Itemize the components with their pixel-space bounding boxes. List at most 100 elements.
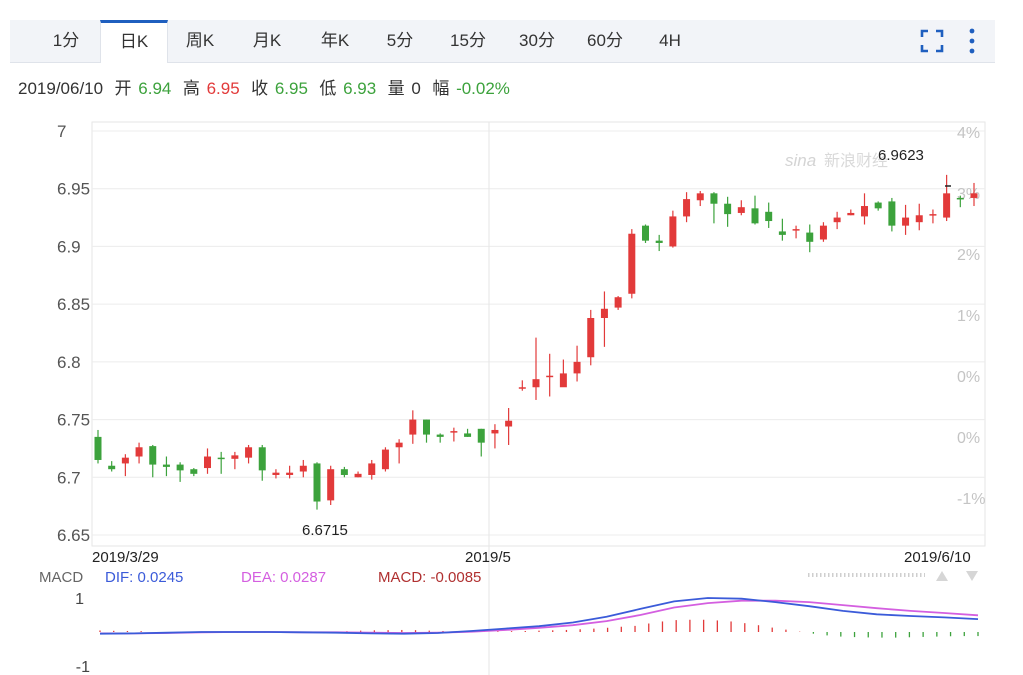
tab-daily-k[interactable]: 日K: [100, 20, 168, 63]
candle-body: [94, 436, 102, 460]
tab-monthly-k[interactable]: 月K: [252, 31, 282, 50]
candle-body: [436, 434, 444, 437]
candle: [108, 461, 116, 472]
candle-body: [929, 214, 937, 216]
scroll-down-icon[interactable]: [966, 571, 978, 581]
candle: [600, 291, 608, 347]
candle: [423, 419, 430, 443]
macd-title: MACD: [39, 569, 83, 586]
volume-value: 0: [411, 79, 421, 98]
y-tick-label: 6.9: [57, 237, 81, 256]
candle-body: [313, 463, 321, 502]
candle-body: [217, 457, 225, 460]
right-axis-label: 1%: [957, 308, 980, 325]
candle-body: [587, 317, 595, 358]
tab-15min[interactable]: 15分: [450, 31, 486, 50]
tab-weekly-k[interactable]: 周K: [185, 31, 215, 50]
change-value: -0.02%: [456, 79, 510, 98]
candle: [696, 191, 704, 207]
candle-body: [135, 447, 143, 457]
candle: [477, 428, 485, 457]
candle-body: [833, 217, 841, 223]
macd-scroll-controls[interactable]: [808, 571, 978, 581]
candle-body: [149, 446, 157, 465]
candle: [313, 462, 321, 510]
candle: [956, 195, 964, 208]
candle: [217, 451, 225, 474]
candle-body: [600, 308, 608, 318]
candle: [162, 456, 170, 477]
candle: [190, 468, 198, 477]
candle: [532, 337, 540, 400]
tab-5min[interactable]: 5分: [386, 31, 414, 50]
low-label: 低: [319, 79, 337, 98]
candle-body: [655, 240, 663, 243]
tab-60min[interactable]: 60分: [587, 31, 623, 50]
tab-1min[interactable]: 1分: [52, 31, 80, 50]
more-menu-icon[interactable]: [960, 20, 984, 62]
fullscreen-icon[interactable]: [916, 20, 948, 62]
candle: [902, 204, 910, 235]
candle: [135, 442, 143, 464]
candle-body: [231, 455, 239, 459]
candle-body: [505, 420, 513, 427]
y-tick-label: 6.95: [57, 180, 90, 199]
candle-body: [696, 193, 704, 201]
tab-30min[interactable]: 30分: [519, 31, 555, 50]
candle: [943, 174, 951, 222]
y-tick-label: 6.85: [57, 295, 90, 314]
candle-body: [532, 379, 540, 388]
candle-body: [628, 233, 636, 294]
sina-watermark-logo: sina: [785, 151, 816, 170]
tab-yearly-k[interactable]: 年K: [320, 31, 350, 50]
macd-y-tick: -1: [76, 659, 90, 675]
candle-body: [354, 473, 362, 478]
candle: [340, 466, 348, 478]
candle-body: [518, 387, 526, 389]
high-value: 6.95: [206, 79, 240, 98]
y-tick-label: 7: [57, 122, 66, 141]
x-label-start: 2019/3/29: [92, 549, 159, 566]
candle-body: [546, 375, 554, 378]
candle: [258, 444, 266, 481]
candle: [381, 447, 389, 472]
scroll-up-icon[interactable]: [936, 571, 948, 581]
candle: [778, 218, 786, 241]
candle-body: [765, 211, 773, 222]
tab-4h[interactable]: 4H: [659, 31, 681, 50]
candle: [737, 200, 745, 216]
candle: [833, 211, 841, 230]
dif-legend: DIF: 0.0245: [105, 569, 183, 586]
candle: [272, 469, 280, 479]
open-label: 开: [114, 79, 132, 98]
ohlc-info-bar: 2019/06/10 开 6.94 高 6.95 收 6.95 低 6.93 量…: [18, 74, 512, 99]
candle: [518, 380, 526, 391]
candle: [765, 202, 773, 228]
candle-body: [614, 297, 622, 308]
change-label: 幅: [432, 79, 450, 98]
candle: [874, 201, 882, 211]
candle-body: [642, 225, 649, 241]
candle-body: [477, 428, 485, 443]
candle: [395, 439, 403, 464]
candle-body: [683, 199, 691, 217]
candle-body: [491, 429, 499, 434]
candle: [149, 444, 157, 478]
candle-body: [751, 208, 759, 224]
candle: [915, 203, 923, 231]
candle-body: [299, 465, 307, 472]
max-price-annotation: 6.9623: [878, 147, 924, 164]
candle: [505, 408, 513, 445]
candle-body: [737, 207, 745, 213]
candle: [450, 427, 458, 442]
candle: [546, 353, 554, 397]
plot-frame: [91, 121, 986, 547]
candle-body: [778, 231, 786, 235]
y-tick-label: 6.8: [57, 353, 81, 372]
min-price-annotation: 6.6715: [302, 522, 348, 539]
candle: [573, 345, 581, 382]
candle-body: [559, 373, 567, 388]
candle: [847, 209, 855, 216]
candle-body: [956, 197, 964, 200]
